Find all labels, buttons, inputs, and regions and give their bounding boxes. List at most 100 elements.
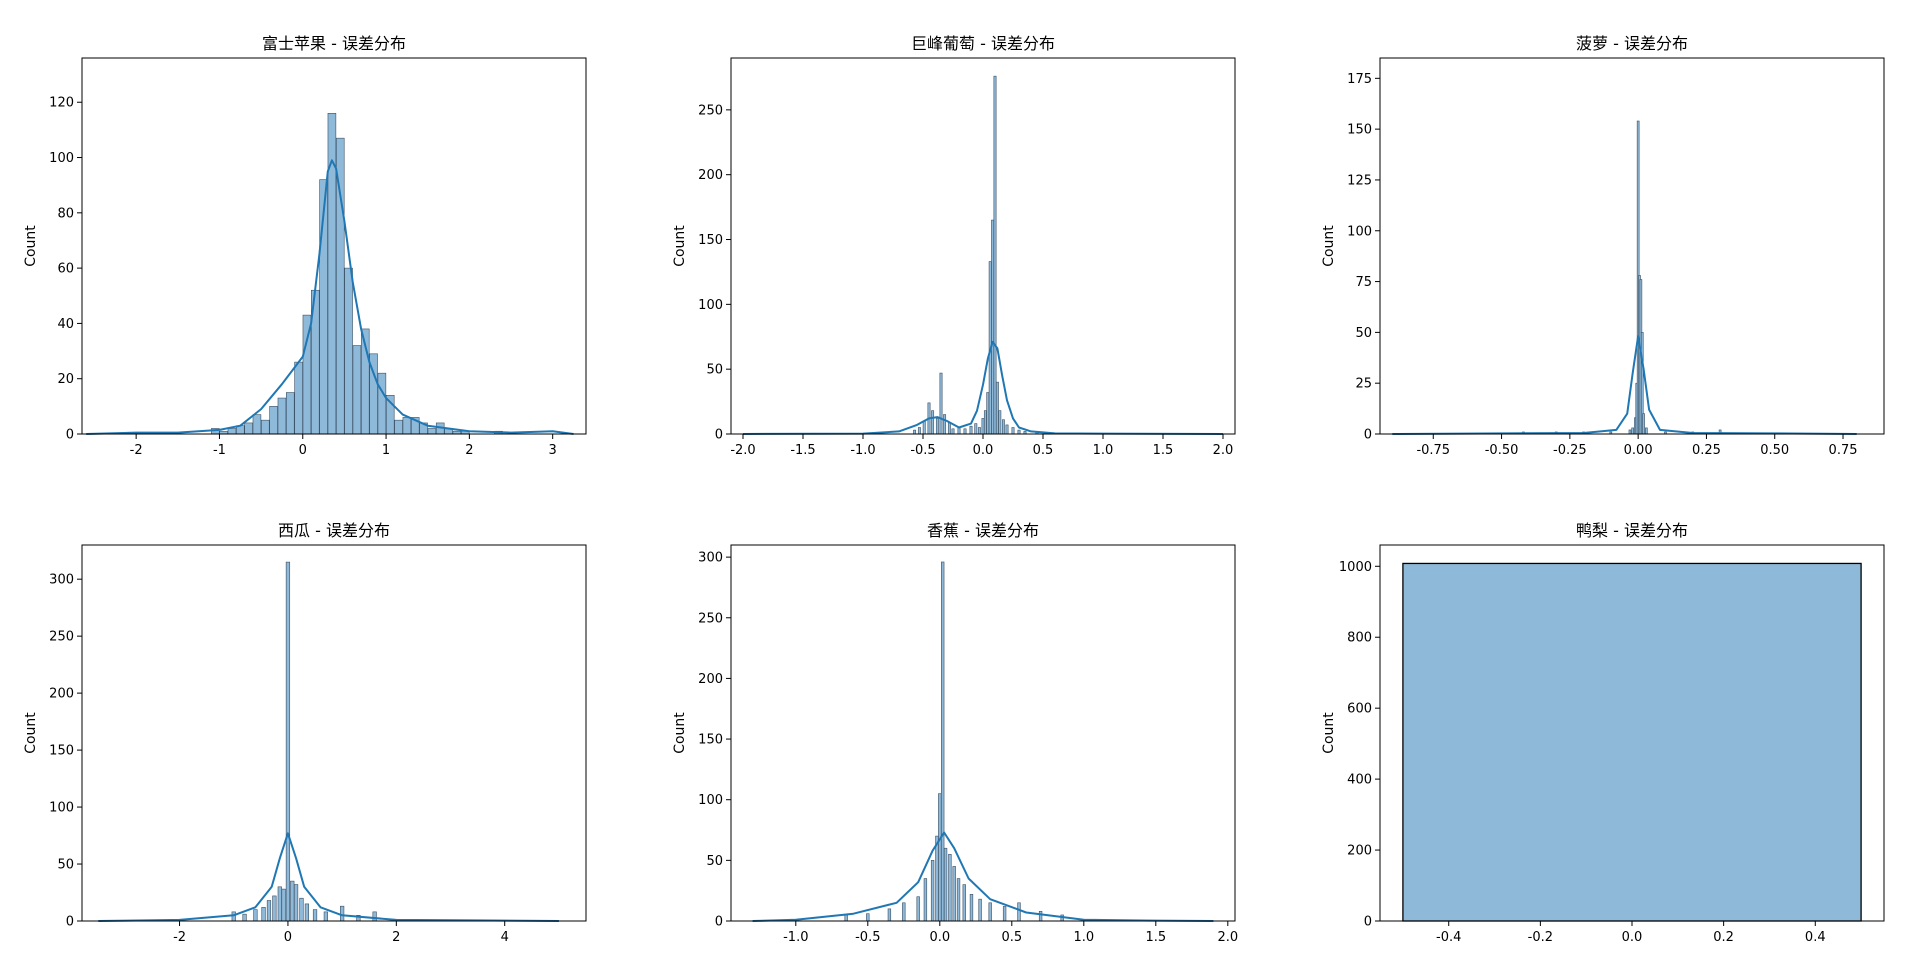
histogram-bar bbox=[277, 397, 287, 435]
histogram-bar bbox=[938, 793, 942, 922]
kde-line bbox=[742, 340, 1224, 435]
x-tick-label: -2 bbox=[130, 443, 143, 458]
x-tick-label: 2 bbox=[465, 443, 473, 458]
x-tick-label: 1.0 bbox=[1093, 443, 1114, 458]
histogram-bar bbox=[244, 422, 253, 435]
subplot-title: 富士苹果 - 误差分布 bbox=[262, 34, 406, 53]
histogram-bar bbox=[844, 914, 848, 922]
x-tick-label: -1.0 bbox=[783, 930, 808, 945]
histogram-bar bbox=[1001, 419, 1005, 435]
histogram-bar bbox=[281, 888, 286, 922]
y-tick-label: 250 bbox=[49, 630, 74, 645]
subplot-title: 香蕉 - 误差分布 bbox=[927, 521, 1039, 540]
histogram-bar bbox=[323, 911, 328, 922]
histogram-bar bbox=[1002, 906, 1007, 922]
kde-line bbox=[1392, 335, 1857, 435]
histogram-bar bbox=[344, 267, 353, 435]
axes-frame bbox=[1379, 57, 1885, 435]
subplot-title: 西瓜 - 误差分布 bbox=[278, 521, 390, 540]
histogram-bar bbox=[988, 902, 992, 922]
histogram-bar bbox=[242, 913, 247, 922]
histogram-bar bbox=[991, 219, 995, 435]
y-tick-label: 800 bbox=[1347, 631, 1372, 646]
histogram-bar bbox=[951, 428, 955, 435]
x-tick-label: 3 bbox=[549, 443, 557, 458]
x-tick-label: -0.4 bbox=[1436, 930, 1461, 945]
y-tick-label: 200 bbox=[49, 687, 74, 702]
y-tick-label: 40 bbox=[57, 317, 74, 332]
histogram-bar bbox=[913, 429, 917, 435]
y-tick-label: 0 bbox=[715, 915, 723, 930]
subplot-3: -0.75 -0.50 -0.25 0.00 0.25 0.50 0.75 0 25 50 75 10… bbox=[1321, 34, 1885, 458]
x-tick-label: 4 bbox=[501, 930, 509, 945]
histogram-bar bbox=[286, 392, 295, 435]
histogram-bar bbox=[304, 903, 310, 922]
histogram-bar bbox=[943, 847, 948, 922]
y-tick-label: 300 bbox=[698, 551, 723, 566]
histogram-bar bbox=[887, 908, 892, 922]
x-tick-label: -0.5 bbox=[855, 930, 880, 945]
x-tick-label: 0.4 bbox=[1805, 930, 1826, 945]
x-tick-label: 0.0 bbox=[1622, 930, 1643, 945]
y-tick-label: 100 bbox=[1347, 224, 1372, 239]
histogram-bar bbox=[981, 418, 985, 435]
x-tick-label: -1.5 bbox=[790, 443, 815, 458]
y-tick-label: 50 bbox=[706, 854, 723, 869]
x-tick-label: 2 bbox=[392, 930, 400, 945]
x-tick-label: 1.5 bbox=[1145, 930, 1166, 945]
y-tick-label: 200 bbox=[698, 168, 723, 183]
x-tick-label: -0.2 bbox=[1528, 930, 1553, 945]
histogram-bar bbox=[231, 911, 236, 922]
y-axis-label: Count bbox=[1321, 225, 1337, 267]
histogram-bar bbox=[998, 410, 1002, 435]
histogram-bar bbox=[1011, 427, 1015, 435]
y-tick-label: 0 bbox=[66, 915, 74, 930]
histogram-bar bbox=[1642, 413, 1645, 435]
y-tick-label: 50 bbox=[57, 858, 74, 873]
x-tick-label: 0.0 bbox=[929, 930, 950, 945]
y-tick-label: 400 bbox=[1347, 773, 1372, 788]
histogram-bar bbox=[1017, 429, 1021, 435]
histogram-bar bbox=[963, 428, 967, 435]
histogram-bar bbox=[969, 425, 973, 435]
subplot-2: -2.0 -1.5 -1.0 -0.5 0.0 0.5 1.0 1.5 2.0 0 50 100 150… bbox=[672, 34, 1236, 458]
kde-line bbox=[98, 832, 559, 922]
x-tick-label: -0.50 bbox=[1485, 443, 1519, 458]
histogram-bar bbox=[931, 410, 935, 435]
y-axis-label: Count bbox=[23, 225, 39, 267]
y-tick-label: 150 bbox=[1347, 123, 1372, 138]
y-tick-label: 0 bbox=[66, 428, 74, 443]
histogram-bar bbox=[1017, 902, 1021, 922]
histogram-bar bbox=[916, 896, 920, 922]
histogram-bar bbox=[978, 898, 982, 922]
histogram-bar bbox=[272, 895, 277, 922]
x-tick-label: 2.0 bbox=[1213, 443, 1234, 458]
histogram-bar bbox=[962, 884, 966, 922]
y-tick-label: 100 bbox=[49, 151, 74, 166]
subplot-title: 菠萝 - 误差分布 bbox=[1576, 34, 1688, 53]
histogram-bar bbox=[427, 428, 437, 435]
histogram-bar bbox=[1645, 427, 1648, 435]
y-tick-label: 150 bbox=[698, 733, 723, 748]
histogram-bar bbox=[394, 419, 403, 435]
x-tick-label: -2.0 bbox=[730, 443, 755, 458]
histogram-bar bbox=[902, 902, 906, 922]
histogram-bar bbox=[948, 853, 952, 922]
x-tick-label: -1.0 bbox=[850, 443, 875, 458]
x-tick-label: 1.0 bbox=[1073, 930, 1094, 945]
subplot-6: -0.4 -0.2 0.0 0.2 0.4 0 200 400 600 800 1000 鸭梨 - 误… bbox=[1321, 521, 1885, 945]
subplot-5: -1.0 -0.5 0.0 0.5 1.0 1.5 2.0 0 50 100 150 200 250 30… bbox=[672, 521, 1238, 945]
y-tick-label: 100 bbox=[698, 298, 723, 313]
histogram-bar bbox=[1005, 424, 1009, 435]
subplot-title: 巨峰葡萄 - 误差分布 bbox=[911, 34, 1055, 53]
histogram-bar bbox=[922, 420, 926, 435]
histogram-bar bbox=[294, 361, 303, 435]
histogram-bar bbox=[930, 860, 935, 922]
y-tick-label: 300 bbox=[49, 573, 74, 588]
histogram-bar bbox=[252, 414, 262, 435]
kde-line bbox=[752, 831, 1214, 922]
histogram-bar bbox=[1402, 562, 1862, 922]
histogram-bar bbox=[312, 909, 318, 922]
x-tick-label: 0.5 bbox=[1001, 930, 1022, 945]
histogram-bar bbox=[947, 422, 951, 435]
